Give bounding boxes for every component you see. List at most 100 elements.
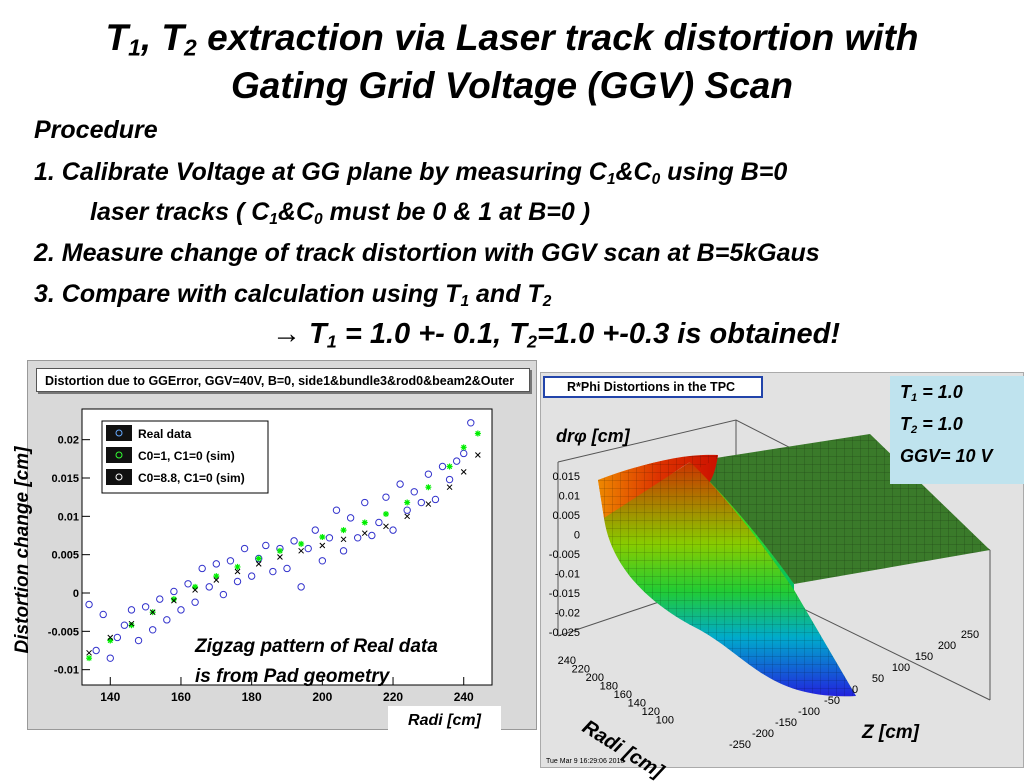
real-data-point bbox=[85, 600, 93, 609]
sim-c0-8-8-point bbox=[171, 597, 177, 604]
real-data-point bbox=[99, 610, 107, 619]
real-data-point bbox=[113, 633, 122, 642]
z-tick-label: 0.005 bbox=[552, 510, 580, 522]
real-data-point bbox=[262, 541, 270, 550]
sim-c0-8-8-point bbox=[234, 568, 241, 575]
procedure-heading: Procedure bbox=[34, 116, 158, 144]
sim-c0-1-point bbox=[255, 555, 262, 562]
z-axis-tick-label: -100 bbox=[798, 706, 820, 718]
real-data-point bbox=[325, 534, 334, 542]
legend-label: Real data bbox=[138, 427, 192, 441]
x-tick-label: 200 bbox=[312, 690, 332, 704]
legend-swatch bbox=[106, 447, 132, 463]
real-data-point bbox=[311, 526, 319, 534]
side-surface bbox=[604, 462, 856, 697]
right-plot-title: R*Phi Distortions in the TPC bbox=[543, 376, 763, 398]
sim-c0-1-point bbox=[213, 573, 220, 580]
x-tick-label: 160 bbox=[171, 690, 191, 704]
radi-tick-label: 140 bbox=[628, 698, 646, 710]
radi-tick-label: 200 bbox=[586, 672, 604, 684]
zigzag-annotation: Zigzag pattern of Real data is from Pad … bbox=[195, 636, 438, 687]
real-data-point bbox=[290, 537, 298, 545]
sim-c0-8-8-point bbox=[213, 577, 220, 583]
z-axis-tick-label: 100 bbox=[892, 662, 910, 674]
sim-c0-8-8-point bbox=[128, 620, 135, 627]
sim-c0-1-point bbox=[446, 463, 453, 470]
y-tick-label: -0.01 bbox=[54, 665, 79, 677]
real-data-point bbox=[127, 606, 136, 614]
radi-tick-label: 180 bbox=[600, 681, 618, 693]
radi-tick-label: 220 bbox=[572, 664, 590, 676]
real-data-point bbox=[141, 603, 150, 611]
real-data-point bbox=[226, 557, 235, 565]
radi-tick-label: 160 bbox=[614, 689, 632, 701]
sim-c0-8-8-point bbox=[460, 469, 467, 475]
real-data-point bbox=[382, 493, 390, 501]
surface-plot: 0.015 0.01 0.005 0 -0.005 -0.01 -0.015 -0.02 -0.… bbox=[549, 419, 991, 751]
y-tick-label: -0.005 bbox=[48, 626, 79, 638]
sim-c0-1-point bbox=[474, 430, 481, 437]
real-data-point bbox=[410, 488, 418, 496]
sim-c0-1-point bbox=[298, 540, 305, 547]
real-data-point bbox=[212, 560, 221, 568]
y-tick-label: 0.02 bbox=[58, 435, 79, 447]
real-data-point bbox=[467, 419, 475, 427]
sim-c0-8-8-point bbox=[361, 530, 368, 537]
real-data-point bbox=[417, 498, 426, 507]
sim-c0-8-8-point bbox=[149, 609, 156, 616]
procedure-step-2: 2. Measure change of track distortion wi… bbox=[34, 239, 820, 267]
result-statement: → T1 = 1.0 +- 0.1, T2=1.0 +-0.3 is obtai… bbox=[272, 318, 840, 352]
real-data-point bbox=[318, 557, 327, 565]
sim-c0-8-8-point bbox=[475, 452, 481, 458]
param-t2: T2 = 1.0 bbox=[900, 414, 963, 436]
sim-c0-8-8-point bbox=[404, 513, 411, 520]
title-line-2: Gating Grid Voltage (GGV) Scan bbox=[231, 65, 793, 106]
real-data-point bbox=[198, 564, 206, 573]
legend-swatch bbox=[106, 425, 132, 441]
real-data-point bbox=[332, 506, 341, 514]
real-data-point bbox=[134, 636, 143, 645]
radi-tick-label: 120 bbox=[642, 706, 660, 718]
z-axis-tick-label: 50 bbox=[872, 673, 884, 685]
real-data-point bbox=[255, 554, 263, 563]
z-axis-tick-label: 250 bbox=[961, 629, 979, 641]
z-tick-label: 0 bbox=[574, 530, 580, 542]
legend-marker bbox=[115, 429, 123, 437]
z-tick-label: -0.01 bbox=[555, 569, 580, 581]
y-tick-label: 0.015 bbox=[51, 473, 79, 485]
real-data-point bbox=[339, 547, 348, 555]
procedure-step-3: 3. Compare with calculation using T1 and… bbox=[34, 280, 552, 310]
sim-c0-1-point bbox=[425, 484, 432, 491]
real-data-point bbox=[424, 470, 433, 478]
z-axis-tick-label: -150 bbox=[775, 717, 797, 729]
y-tick-label: 0.01 bbox=[58, 511, 79, 523]
left-scatter-chart: 140 160 180 200 220 240 -0.01 -0.005 0 0.005 0.01 0… bbox=[48, 408, 493, 704]
real-data-point bbox=[431, 495, 440, 504]
real-data-point bbox=[219, 590, 228, 599]
sim-c0-8-8-point bbox=[340, 536, 347, 543]
real-data-point bbox=[297, 583, 305, 591]
z-tick-label: -0.02 bbox=[555, 608, 580, 620]
procedure-step-1: 1. Calibrate Voltage at GG plane by meas… bbox=[34, 158, 788, 188]
real-data-point bbox=[163, 616, 171, 624]
z-axis-tick-label: 200 bbox=[938, 640, 956, 652]
real-data-point bbox=[120, 621, 129, 629]
sim-c0-1-point bbox=[361, 519, 368, 526]
sim-c0-1-point bbox=[86, 655, 93, 662]
real-data-point bbox=[438, 462, 447, 471]
timestamp: Tue Mar 9 16:29:06 2010 bbox=[546, 758, 625, 765]
real-data-point bbox=[452, 457, 461, 465]
real-data-point bbox=[445, 475, 454, 484]
sim-c0-8-8-point bbox=[319, 542, 326, 549]
sim-c0-1-point bbox=[382, 511, 389, 518]
real-data-point bbox=[353, 534, 362, 542]
sim-c0-1-point bbox=[319, 534, 326, 541]
x-tick-label: 240 bbox=[454, 690, 474, 704]
param-t1: T1 = 1.0 bbox=[900, 382, 963, 404]
z-tick-label: 0.01 bbox=[559, 491, 580, 503]
y-tick-label: 0.005 bbox=[51, 550, 79, 562]
real-data-point bbox=[361, 498, 369, 507]
surface-z-label: Z [cm] bbox=[862, 722, 919, 743]
z-axis-tick-label: 150 bbox=[915, 651, 933, 663]
sim-c0-8-8-point bbox=[107, 634, 114, 641]
